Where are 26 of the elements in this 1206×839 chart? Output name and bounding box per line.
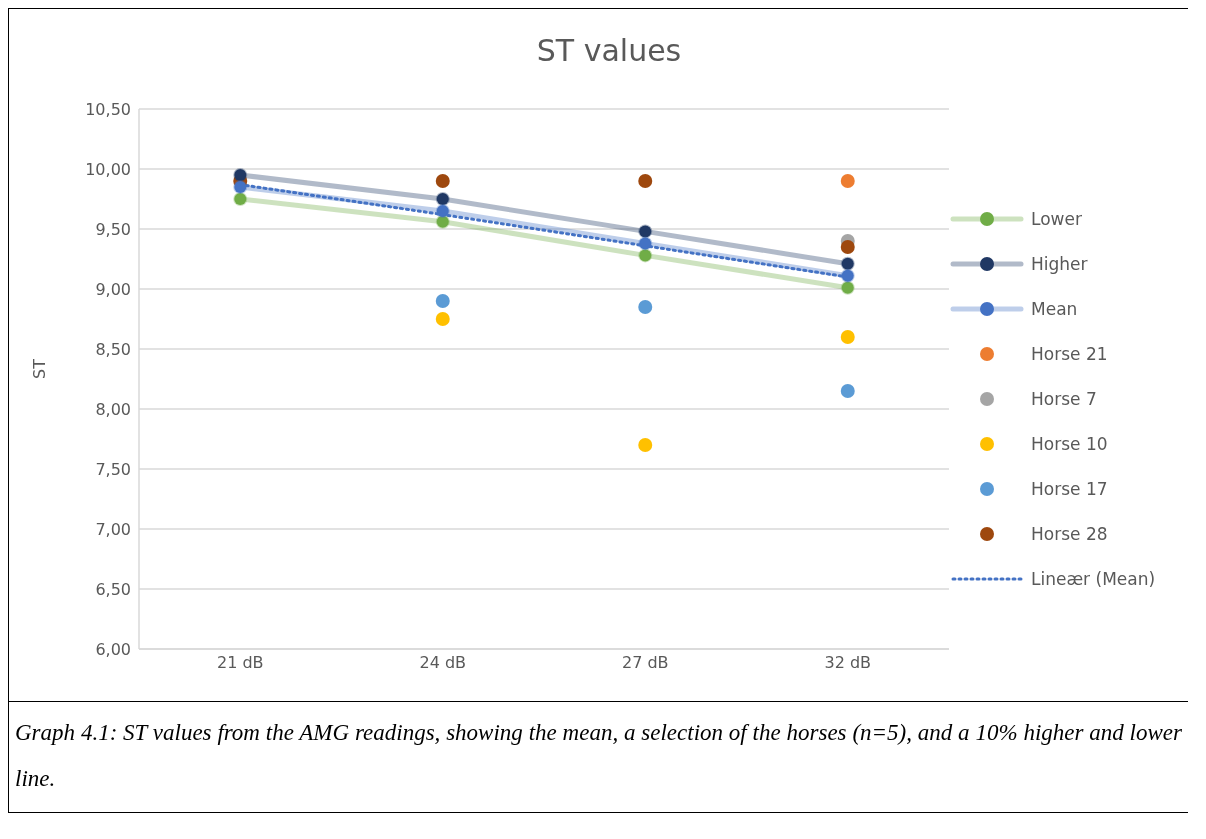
x-tick-label: 21 dB	[216, 653, 264, 673]
legend-label: Horse 21	[1031, 344, 1108, 364]
legend-label: Horse 28	[1031, 524, 1108, 544]
chart-title: ST values	[535, 33, 683, 68]
x-tick-label: 27 dB	[621, 653, 669, 673]
caption: Graph 4.1: ST values from the AMG readings, showing the mean, a selection of the horses (n=5), and a 10% higher and lower line.	[15, 719, 1182, 793]
y-tick-label: 9,00	[95, 279, 131, 299]
x-tick-label: 32 dB	[824, 653, 872, 673]
y-tick-label: 8,00	[95, 399, 131, 419]
y-axis-title: ST	[29, 358, 49, 379]
y-tick-label: 9,50	[95, 219, 131, 239]
y-tick-label: 10,50	[85, 99, 131, 119]
legend-label: Horse 7	[1031, 389, 1097, 409]
x-tick-label: 24 dB	[419, 653, 467, 673]
y-tick-label: 7,00	[95, 519, 131, 539]
legend-label: Lower	[1031, 209, 1082, 229]
y-tick-label: 10,00	[85, 159, 131, 179]
y-tick-label: 6,50	[95, 579, 131, 599]
legend-label: Lineær (Mean)	[1031, 569, 1156, 589]
y-tick-label: 6,00	[95, 639, 131, 659]
legend-label: Higher	[1031, 254, 1088, 274]
legend-label: Horse 10	[1031, 434, 1108, 454]
legend-label: Horse 17	[1031, 479, 1108, 499]
y-tick-label: 7,50	[95, 459, 131, 479]
legend-label: Mean	[1031, 299, 1078, 319]
y-tick-label: 8,50	[95, 339, 131, 359]
